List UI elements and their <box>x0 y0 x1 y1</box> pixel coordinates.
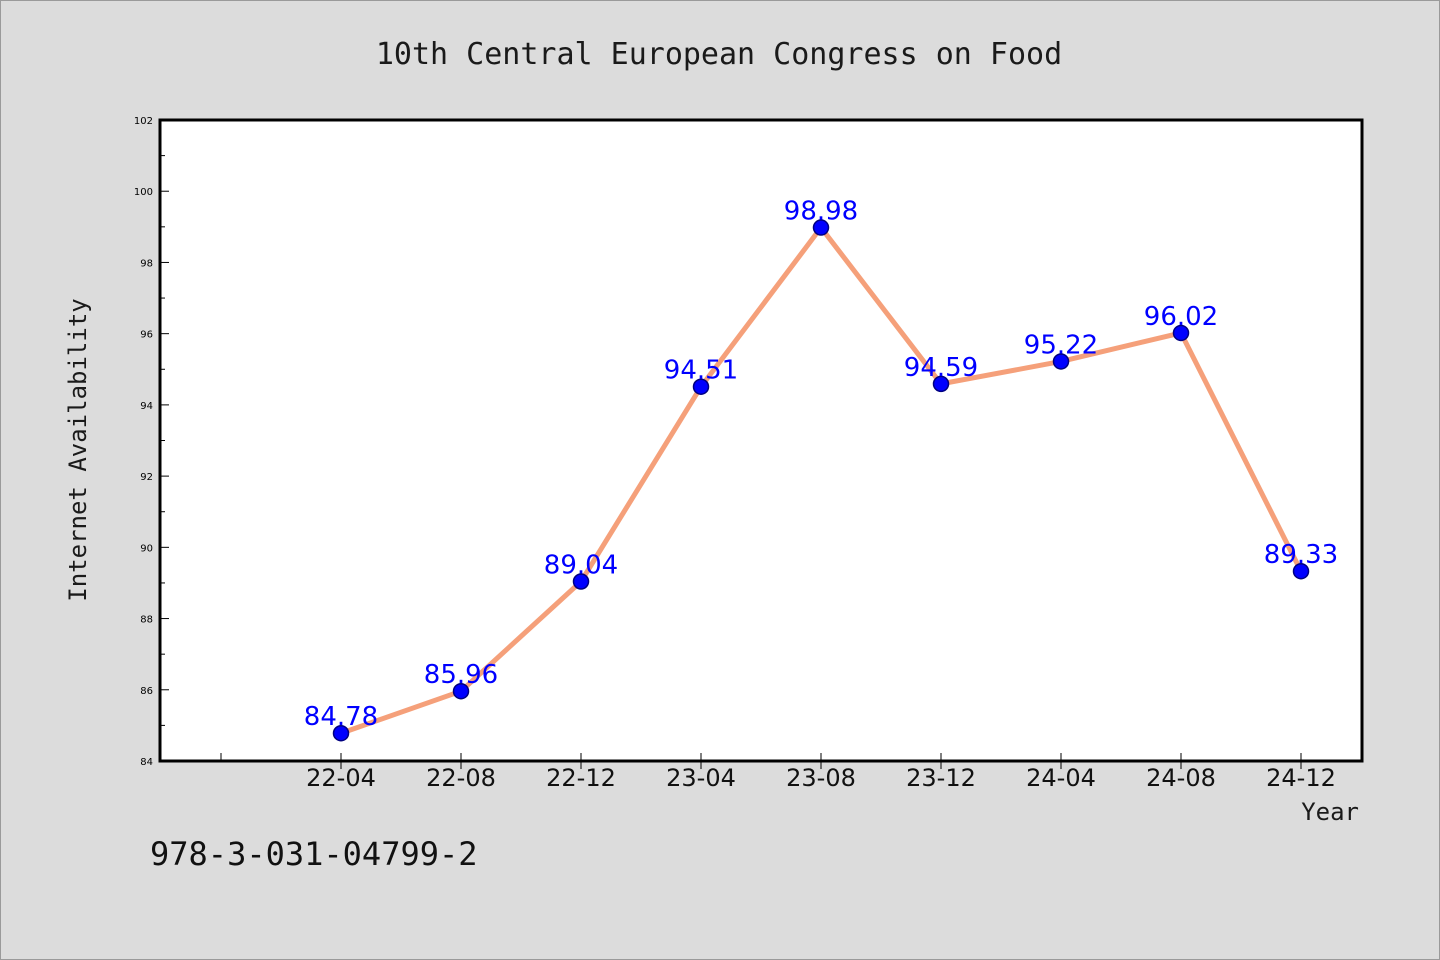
x-tick-label: 22-04 <box>306 764 376 792</box>
x-axis-title: Year <box>1301 798 1359 826</box>
x-tick-label: 22-08 <box>426 764 496 792</box>
isbn-footer: 978-3-031-04799-2 <box>150 835 478 873</box>
data-point <box>1172 324 1190 342</box>
y-tick-label: 98 <box>140 258 153 269</box>
y-tick-label: 94 <box>140 401 153 412</box>
plot-area <box>160 120 1362 761</box>
data-point <box>932 375 950 393</box>
y-tick-label: 88 <box>140 615 153 626</box>
x-tick-label: 22-12 <box>546 764 616 792</box>
y-tick-label: 96 <box>140 330 153 341</box>
data-point <box>572 573 590 590</box>
x-tick-label: 24-08 <box>1146 764 1216 792</box>
x-tick-label: 24-12 <box>1266 764 1336 792</box>
axis-ticks: 84 86 88 90 92 94 96 98 100 102 22-04 22-08 22-12 23-… <box>134 116 1336 792</box>
y-axis-title: Internet Availability <box>64 298 92 601</box>
data-point <box>332 724 350 742</box>
data-label: 85.96 <box>424 660 498 690</box>
data-point <box>812 219 830 236</box>
x-tick-label: 23-12 <box>906 764 976 792</box>
data-label: 94.59 <box>904 353 978 383</box>
chart-title: 10th Central European Congress on Food <box>376 37 1062 72</box>
y-tick-label: 84 <box>140 757 153 768</box>
data-label: 98.98 <box>784 197 858 227</box>
series-line-group <box>332 219 1310 742</box>
data-label: 96.02 <box>1144 302 1218 332</box>
data-label: 89.04 <box>544 551 618 581</box>
data-label: 94.51 <box>664 356 738 386</box>
data-point <box>452 682 470 700</box>
data-labels: 84.78 85.96 89.04 94.51 98.98 94.59 95.22 96.02… <box>304 197 1338 733</box>
y-tick-label: 86 <box>140 686 153 697</box>
plot-frame <box>158 118 1364 763</box>
y-tick-label: 92 <box>140 472 153 483</box>
data-point <box>1052 353 1070 370</box>
y-tick-label: 100 <box>134 187 153 198</box>
x-tick-label: 23-08 <box>786 764 856 792</box>
data-label: 89.33 <box>1264 540 1338 570</box>
data-label: 84.78 <box>304 702 378 732</box>
data-point <box>692 378 710 395</box>
x-tick-label: 23-04 <box>666 764 736 792</box>
y-tick-label: 90 <box>140 543 153 554</box>
data-point <box>1292 562 1310 580</box>
x-tick-label: 24-04 <box>1026 764 1096 792</box>
y-tick-label: 102 <box>134 116 153 127</box>
data-label: 95.22 <box>1024 330 1098 360</box>
